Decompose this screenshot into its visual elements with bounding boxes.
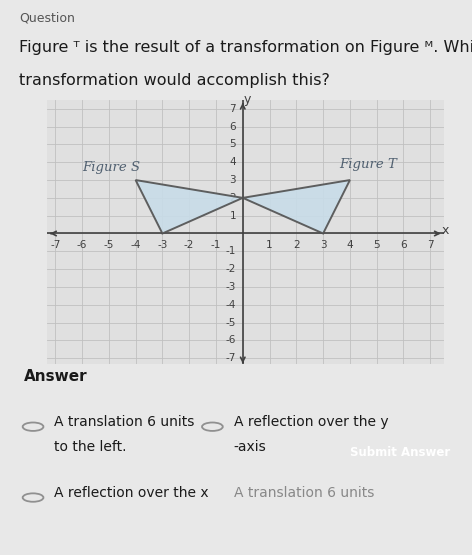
Text: Question: Question bbox=[19, 12, 75, 24]
Text: 3: 3 bbox=[320, 240, 327, 250]
Polygon shape bbox=[243, 180, 350, 234]
Text: -1: -1 bbox=[226, 246, 236, 256]
Text: 2: 2 bbox=[229, 193, 236, 203]
Text: 5: 5 bbox=[229, 139, 236, 149]
Text: x: x bbox=[441, 224, 449, 237]
Text: -3: -3 bbox=[226, 282, 236, 292]
Text: Figure S: Figure S bbox=[82, 161, 140, 174]
Text: -5: -5 bbox=[226, 317, 236, 327]
Text: -5: -5 bbox=[104, 240, 114, 250]
Text: Figure T: Figure T bbox=[339, 159, 397, 171]
Text: transformation would accomplish this?: transformation would accomplish this? bbox=[19, 73, 330, 88]
Text: Figure ᵀ is the result of a transformation on Figure ᴹ. Which: Figure ᵀ is the result of a transformati… bbox=[19, 40, 472, 55]
Text: 2: 2 bbox=[293, 240, 300, 250]
Text: A reflection over the y: A reflection over the y bbox=[234, 415, 388, 429]
Text: 4: 4 bbox=[229, 157, 236, 167]
Text: 7: 7 bbox=[427, 240, 434, 250]
Text: Figure: Figure bbox=[0, 554, 1, 555]
Text: -3: -3 bbox=[157, 240, 168, 250]
Text: -4: -4 bbox=[130, 240, 141, 250]
Text: y: y bbox=[244, 93, 251, 105]
Text: A translation 6 units: A translation 6 units bbox=[234, 486, 374, 500]
Text: 3: 3 bbox=[229, 175, 236, 185]
Text: A translation 6 units: A translation 6 units bbox=[54, 415, 194, 429]
Text: 6: 6 bbox=[400, 240, 407, 250]
Text: -1: -1 bbox=[211, 240, 221, 250]
Text: Submit Answer: Submit Answer bbox=[350, 446, 450, 459]
Text: 1: 1 bbox=[266, 240, 273, 250]
Text: 5: 5 bbox=[373, 240, 380, 250]
Text: -6: -6 bbox=[226, 335, 236, 345]
Text: -6: -6 bbox=[77, 240, 87, 250]
Text: -7: -7 bbox=[226, 353, 236, 363]
Text: -4: -4 bbox=[226, 300, 236, 310]
Text: 6: 6 bbox=[229, 122, 236, 132]
Text: 1: 1 bbox=[229, 211, 236, 221]
Text: -2: -2 bbox=[184, 240, 194, 250]
Text: -axis: -axis bbox=[234, 440, 266, 454]
Text: 4: 4 bbox=[346, 240, 353, 250]
Text: -7: -7 bbox=[50, 240, 60, 250]
Text: to the left.: to the left. bbox=[54, 440, 127, 454]
Text: A reflection over the x: A reflection over the x bbox=[54, 486, 209, 500]
Text: 7: 7 bbox=[229, 104, 236, 114]
Text: Answer: Answer bbox=[24, 369, 87, 384]
Polygon shape bbox=[135, 180, 243, 234]
Text: -2: -2 bbox=[226, 264, 236, 274]
